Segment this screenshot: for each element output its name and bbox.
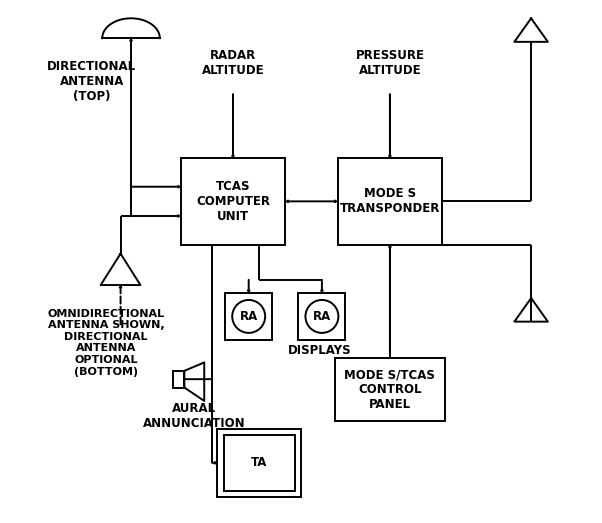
Bar xyxy=(299,293,346,340)
Text: MODE S
TRANSPONDER: MODE S TRANSPONDER xyxy=(340,187,440,215)
Text: RA: RA xyxy=(240,310,258,323)
Text: AURAL
ANNUNCIATION: AURAL ANNUNCIATION xyxy=(143,402,245,430)
Bar xyxy=(338,158,442,245)
Text: OMNIDIRECTIONAL
ANTENNA SHOWN,
DIRECTIONAL
ANTENNA
OPTIONAL
(BOTTOM): OMNIDIRECTIONAL ANTENNA SHOWN, DIRECTION… xyxy=(48,309,164,377)
Bar xyxy=(335,358,445,421)
Text: DISPLAYS: DISPLAYS xyxy=(288,344,351,357)
Bar xyxy=(223,435,295,491)
Text: TCAS
COMPUTER
UNIT: TCAS COMPUTER UNIT xyxy=(196,180,270,223)
Bar xyxy=(225,293,272,340)
Text: DIRECTIONAL
ANTENNA
(TOP): DIRECTIONAL ANTENNA (TOP) xyxy=(48,60,137,103)
Text: PRESSURE
ALTITUDE: PRESSURE ALTITUDE xyxy=(355,49,424,77)
Bar xyxy=(217,429,301,497)
Text: RA: RA xyxy=(313,310,331,323)
Bar xyxy=(181,158,285,245)
Text: TA: TA xyxy=(251,457,267,469)
Bar xyxy=(173,371,184,388)
Text: MODE S/TCAS
CONTROL
PANEL: MODE S/TCAS CONTROL PANEL xyxy=(344,368,435,411)
Text: RADAR
ALTITUDE: RADAR ALTITUDE xyxy=(202,49,264,77)
